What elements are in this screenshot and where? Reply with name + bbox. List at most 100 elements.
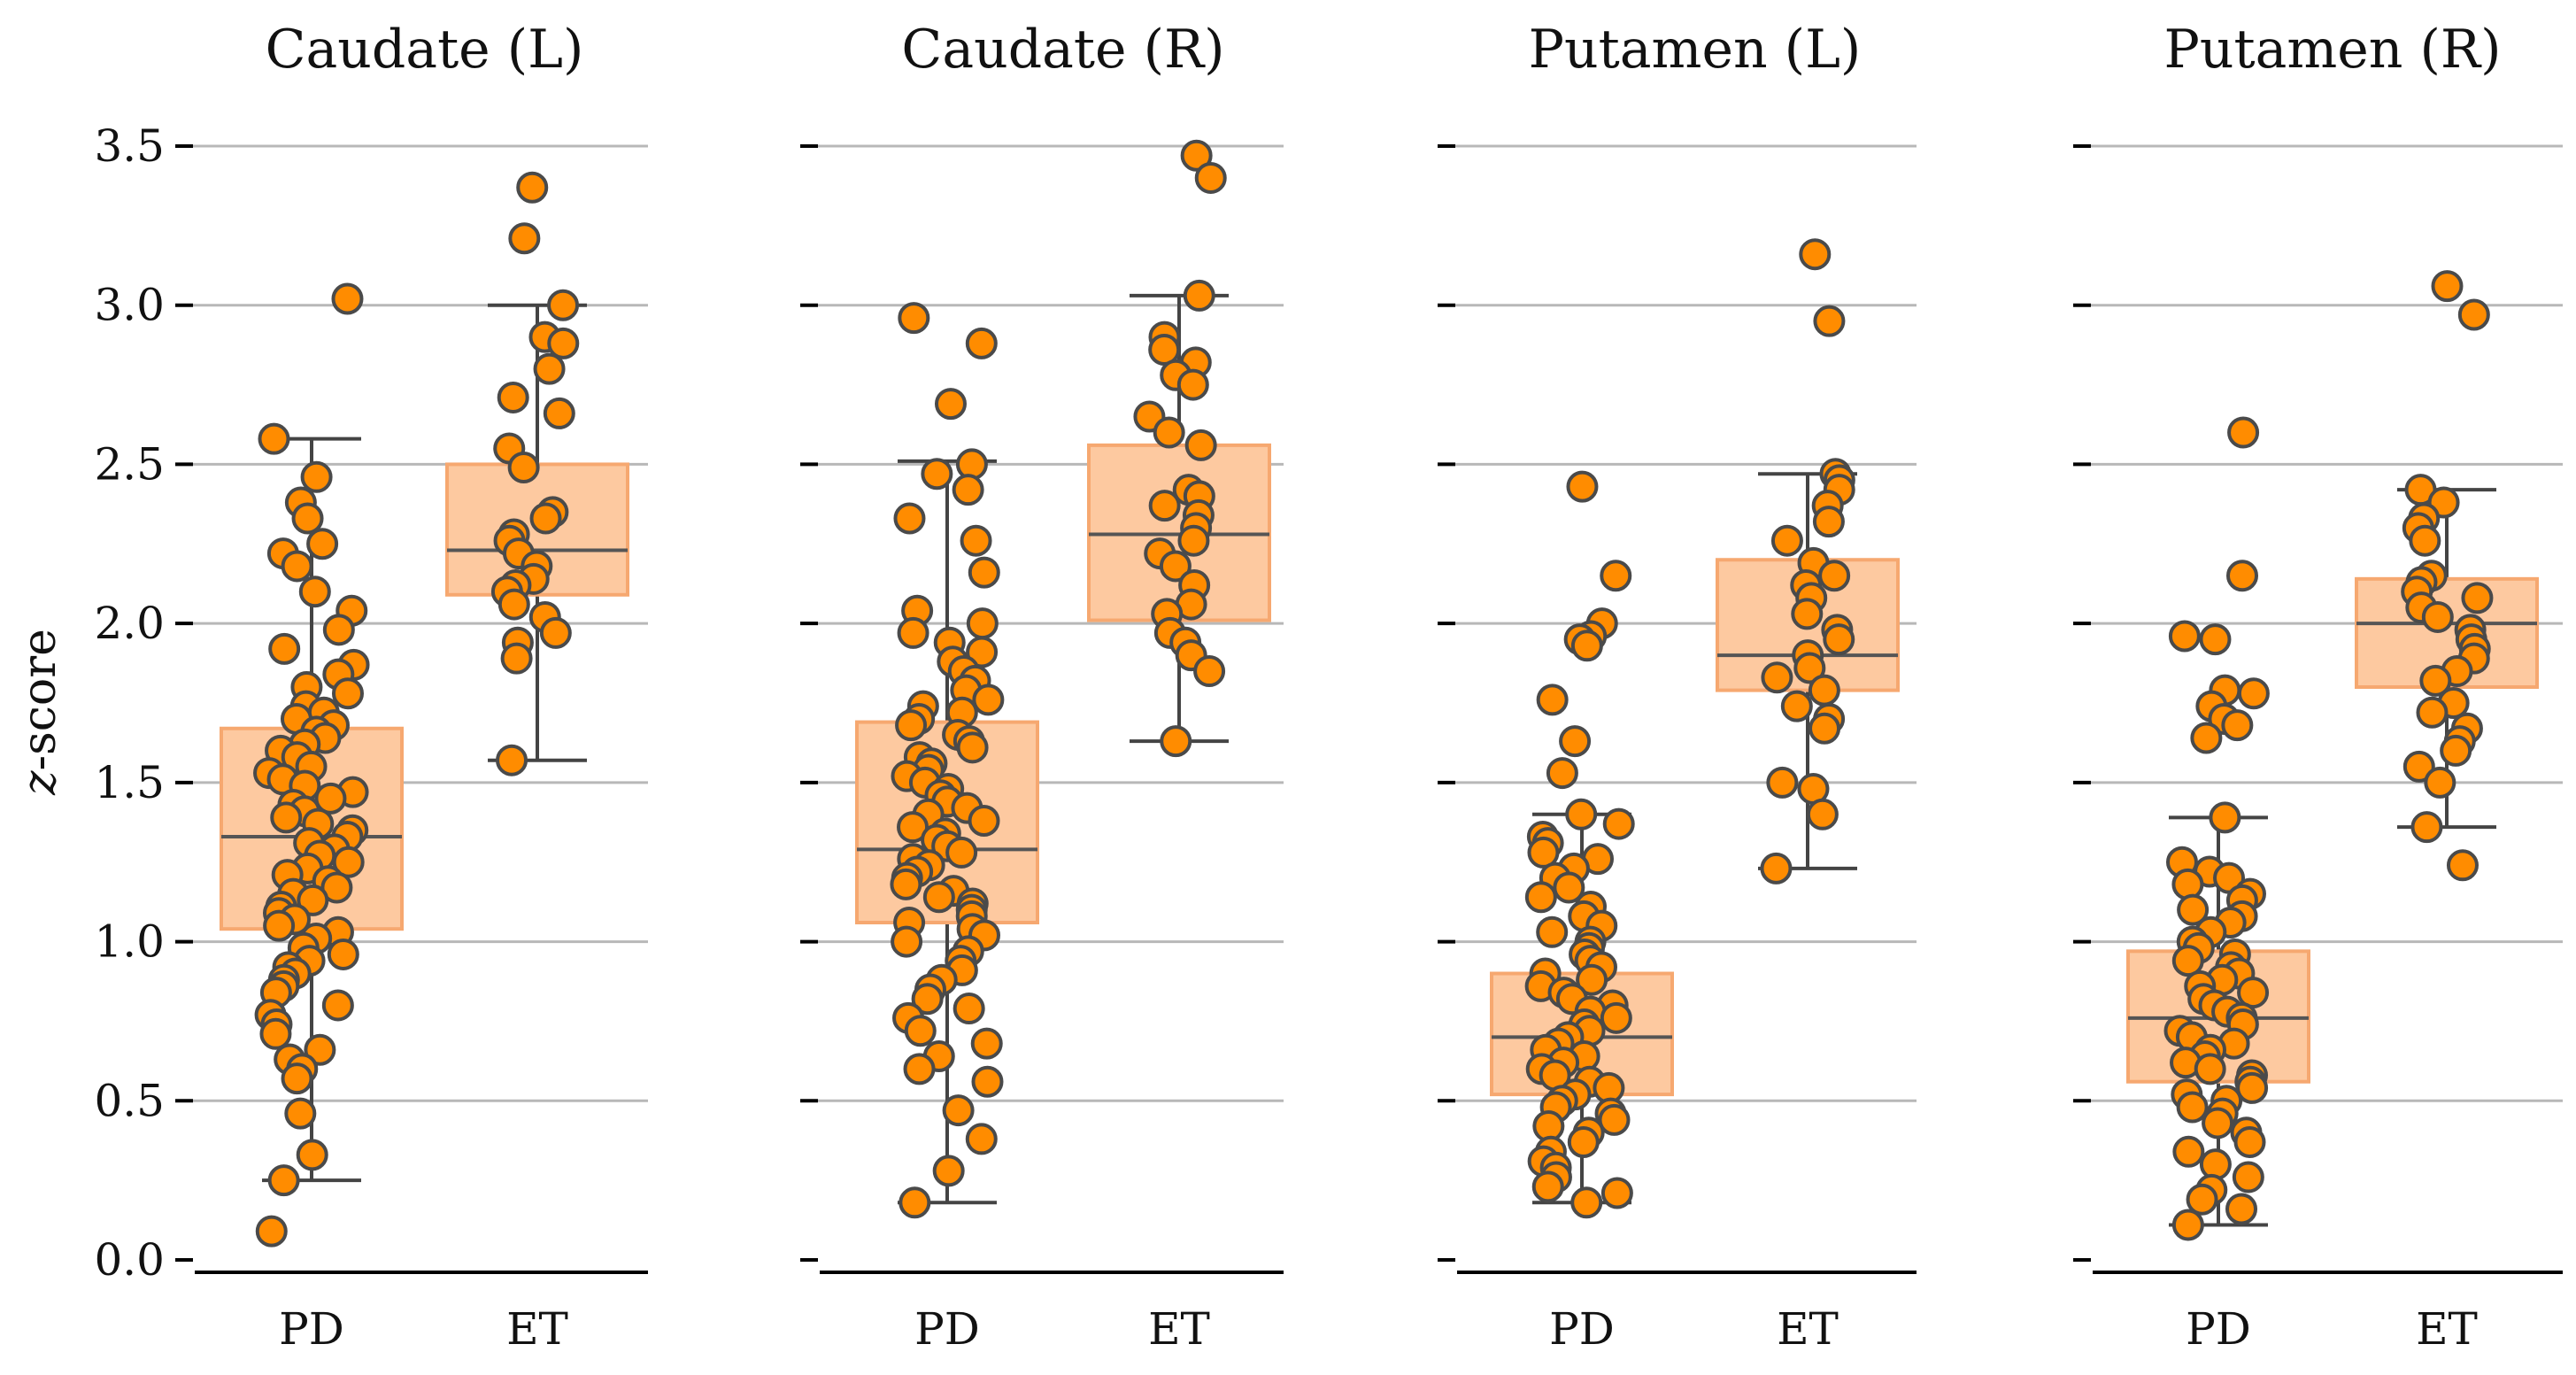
data-point	[942, 1094, 975, 1127]
data-point	[331, 282, 364, 315]
data-point	[1536, 684, 1569, 716]
data-point	[281, 1062, 313, 1095]
data-point	[968, 804, 1000, 837]
data-point	[956, 731, 989, 764]
data-point	[2202, 1107, 2234, 1139]
data-point	[965, 1123, 998, 1155]
data-point	[1813, 305, 1846, 337]
data-point	[2440, 734, 2472, 767]
data-point	[934, 388, 967, 421]
y-tick-label: 2.5	[94, 438, 165, 490]
data-point	[897, 811, 929, 844]
data-point	[296, 1139, 328, 1171]
data-point	[1770, 524, 1803, 557]
y-tick-label: 3.0	[94, 280, 165, 331]
data-point	[1536, 915, 1569, 948]
data-point	[2236, 1071, 2269, 1104]
data-point	[270, 801, 303, 834]
data-point	[921, 458, 953, 491]
data-point	[255, 1215, 288, 1248]
data-point	[2424, 766, 2456, 799]
data-point	[2177, 893, 2210, 926]
y-tick-label: 1.5	[94, 757, 165, 808]
data-point	[1823, 623, 1855, 656]
data-point	[960, 524, 992, 557]
y-tick-label: 2.0	[94, 598, 165, 649]
data-point	[966, 607, 999, 640]
data-point	[2446, 849, 2479, 882]
x-tick-label: PD	[1549, 1303, 1615, 1355]
data-point	[2172, 1135, 2205, 1168]
data-point	[547, 289, 580, 321]
y-tick-label: 1.0	[94, 916, 165, 968]
data-point	[1180, 139, 1213, 172]
x-tick-label: ET	[1777, 1303, 1839, 1355]
data-point	[306, 528, 339, 560]
panel-2: Putamen (L) PD ET	[1438, 19, 1917, 1355]
x-tick-label: PD	[279, 1303, 344, 1355]
data-point	[497, 381, 529, 413]
panel-title: Putamen (L)	[1529, 19, 1862, 81]
data-point	[1184, 429, 1217, 461]
data-point	[1760, 852, 1793, 884]
data-point	[2226, 560, 2259, 592]
data-point	[891, 925, 923, 958]
data-point	[2421, 600, 2454, 633]
data-point	[2186, 1183, 2218, 1216]
data-point	[327, 938, 359, 970]
data-point	[533, 352, 566, 385]
y-tick-label: 0.5	[94, 1075, 165, 1126]
data-point	[2199, 623, 2232, 656]
data-point	[972, 684, 1005, 716]
y-axis-title: z-score	[13, 629, 66, 796]
data-point	[2237, 677, 2270, 710]
panel-title: Putamen (R)	[2163, 19, 2501, 81]
data-point	[2419, 664, 2452, 697]
data-point	[1183, 279, 1215, 312]
x-tick-label: ET	[1148, 1303, 1210, 1355]
data-point	[300, 460, 333, 493]
data-point	[904, 1015, 937, 1047]
data-point	[263, 909, 296, 942]
data-point	[1598, 1103, 1631, 1136]
data-point	[268, 632, 301, 665]
data-point	[1780, 690, 1813, 722]
data-point	[2171, 868, 2204, 900]
data-point	[1527, 836, 1560, 869]
data-point	[2233, 1126, 2266, 1159]
data-point	[258, 422, 290, 455]
data-point	[1600, 560, 1632, 592]
data-point	[898, 302, 930, 335]
data-point	[1160, 725, 1192, 758]
data-point	[497, 588, 530, 621]
data-point	[291, 502, 324, 535]
data-point	[2225, 1193, 2258, 1225]
data-point	[2409, 524, 2441, 557]
data-point	[1148, 334, 1181, 367]
data-point	[1818, 560, 1851, 592]
data-point	[952, 474, 984, 506]
data-point	[1600, 1001, 1632, 1034]
data-point	[2402, 750, 2435, 783]
data-point	[267, 1164, 300, 1197]
data-point	[1602, 807, 1635, 840]
data-point	[2171, 945, 2204, 977]
data-point	[314, 782, 347, 815]
data-point	[2232, 1161, 2264, 1193]
y-tick-label: 0.0	[94, 1234, 165, 1286]
data-point	[304, 1033, 336, 1066]
y-axis-title-italic: z	[13, 770, 66, 796]
data-point	[893, 502, 926, 535]
data-point	[1793, 652, 1826, 684]
data-point	[320, 871, 353, 904]
data-point	[284, 1097, 317, 1130]
data-point	[965, 327, 998, 359]
data-point	[332, 846, 365, 878]
data-point	[1159, 550, 1192, 583]
data-point	[1809, 712, 1841, 745]
panel-0: 0.0 0.5 1.0 1.5 2.0 2.5 3.0 3.5 Caudate (L) PD ET	[94, 19, 648, 1355]
data-point	[2431, 270, 2464, 303]
data-point	[331, 677, 364, 710]
data-point	[2227, 416, 2260, 449]
